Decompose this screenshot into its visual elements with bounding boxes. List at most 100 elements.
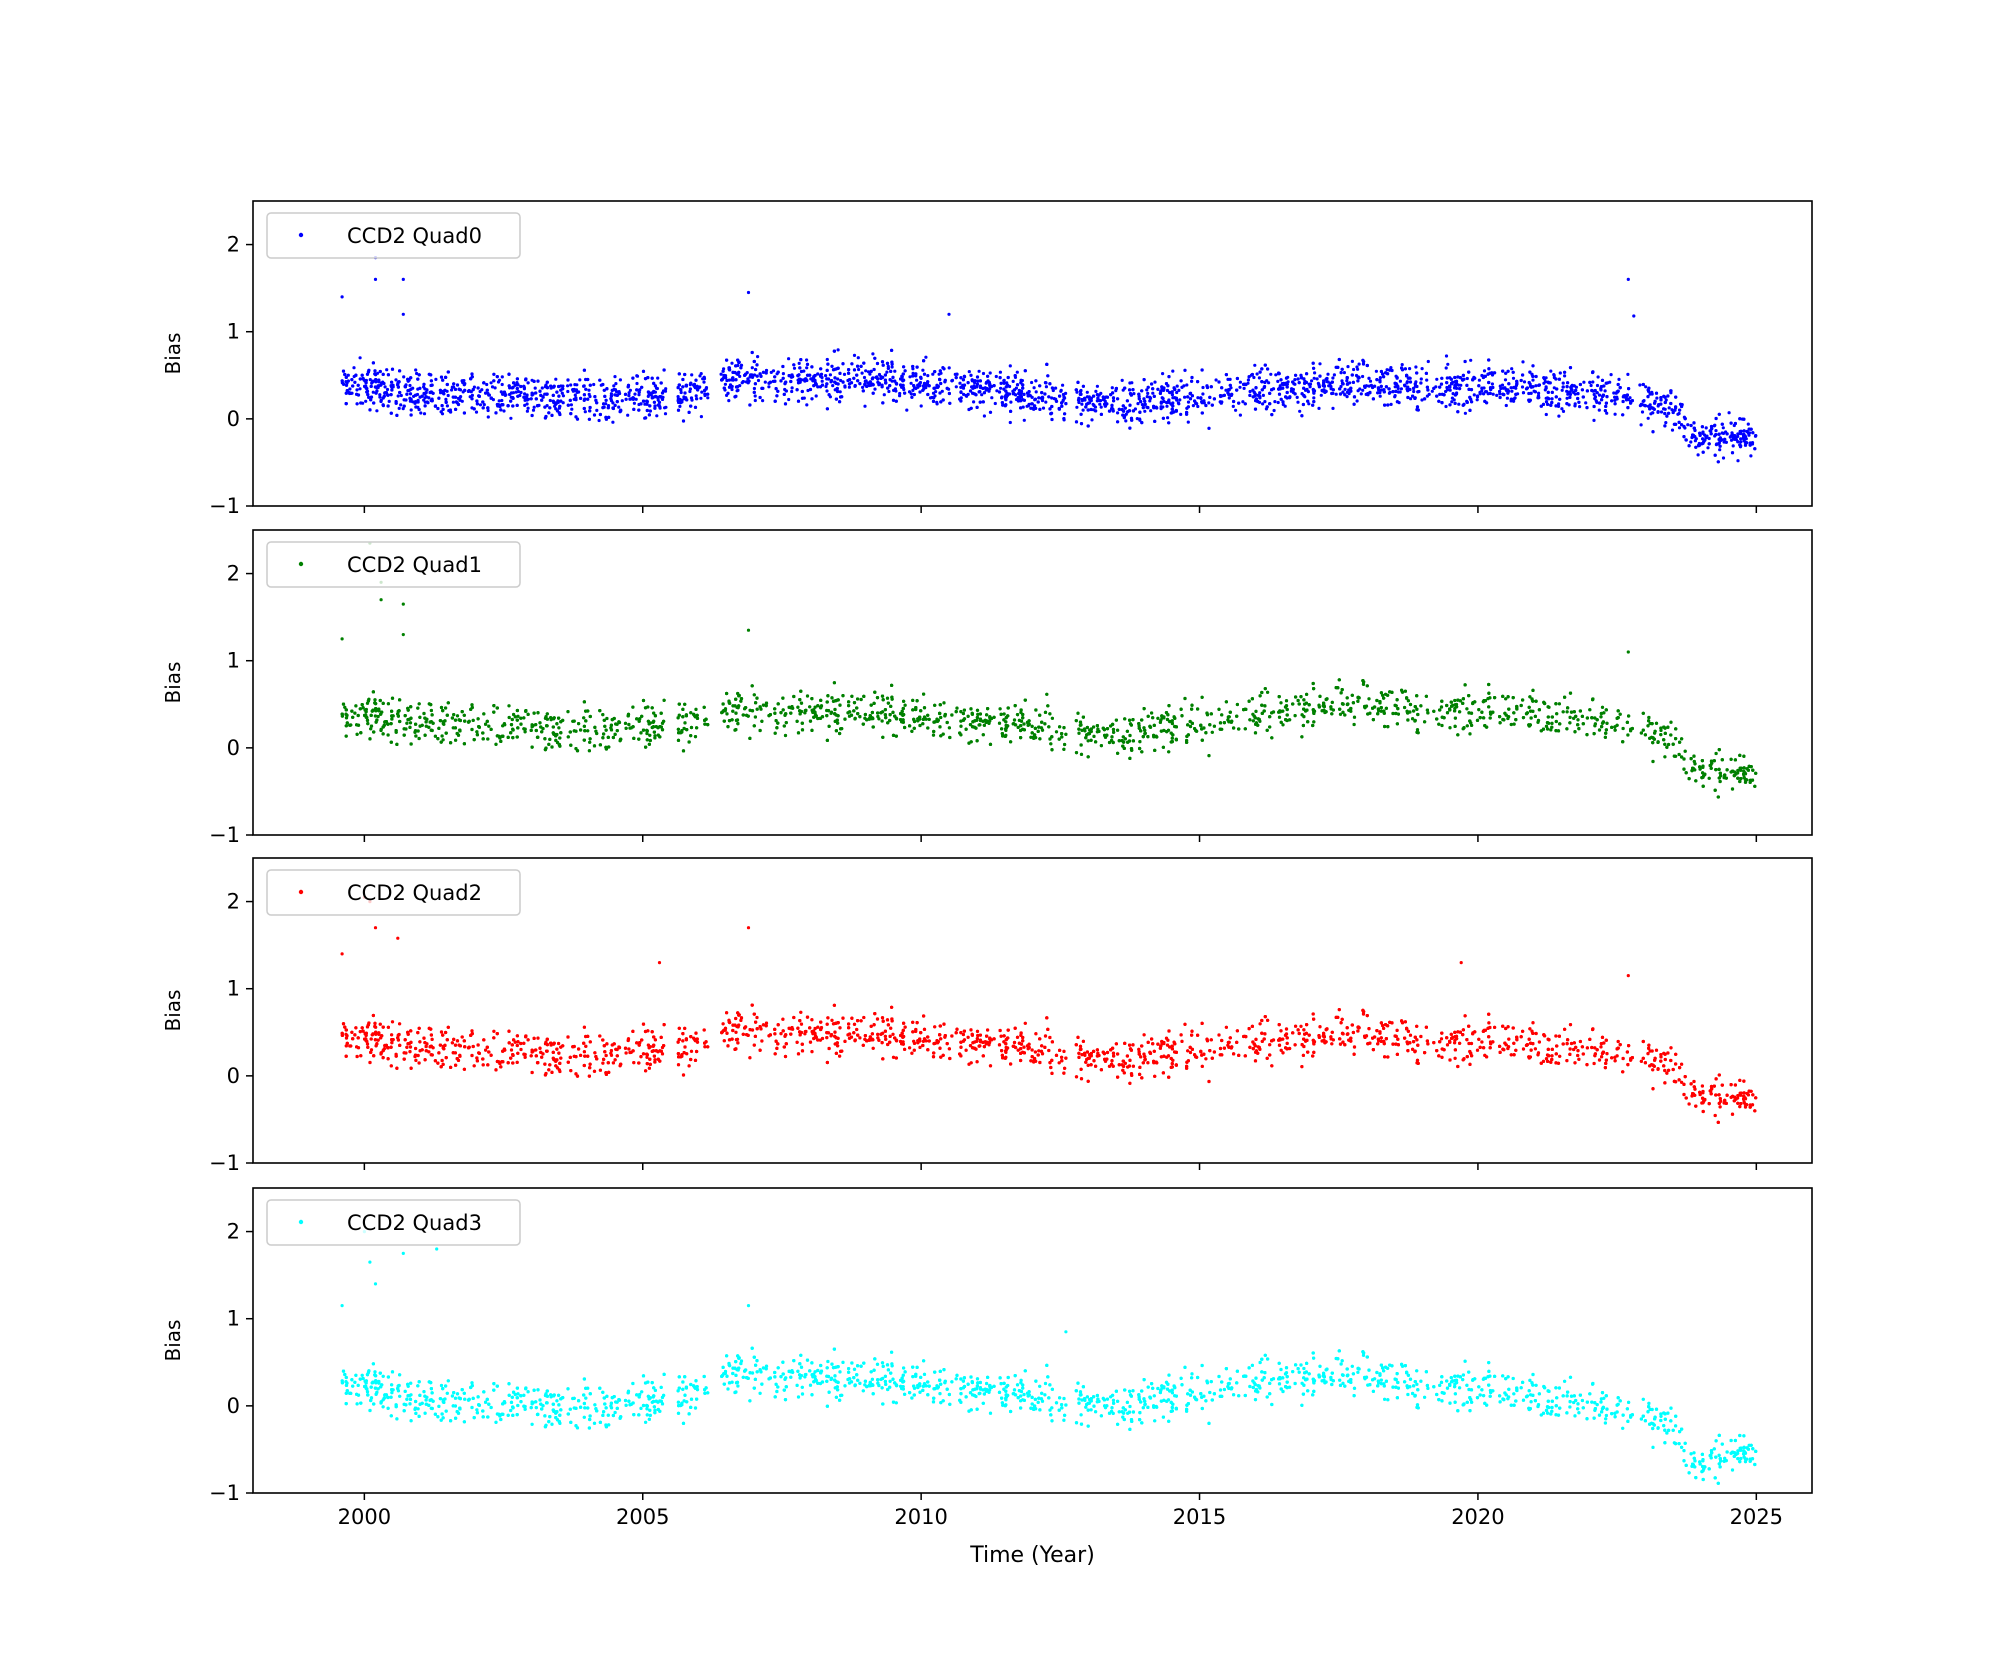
data-point <box>1593 389 1597 393</box>
data-point <box>1578 405 1582 409</box>
data-point <box>1092 394 1096 398</box>
data-point <box>560 391 564 395</box>
data-point <box>870 377 875 381</box>
data-point <box>719 372 723 376</box>
data-point <box>752 359 756 364</box>
data-point <box>1365 363 1369 368</box>
data-point <box>893 369 897 373</box>
data-point <box>1004 393 1008 397</box>
data-point <box>1689 440 1693 444</box>
data-point <box>1161 416 1165 420</box>
data-point <box>860 371 864 375</box>
data-point <box>1448 403 1452 407</box>
data-point <box>1254 386 1258 390</box>
data-point <box>1156 387 1160 391</box>
data-point <box>1364 384 1369 388</box>
data-point <box>681 377 685 382</box>
data-point <box>1116 397 1120 401</box>
data-point <box>1468 395 1472 399</box>
data-point <box>828 373 833 377</box>
data-point <box>1547 381 1551 385</box>
data-point <box>759 374 763 378</box>
data-point <box>755 374 759 378</box>
data-point <box>1405 381 1409 385</box>
data-point <box>1446 362 1450 366</box>
data-point <box>1227 388 1231 392</box>
data-point <box>1146 406 1150 410</box>
data-point <box>988 371 992 375</box>
data-point <box>694 394 698 398</box>
data-point <box>937 372 941 376</box>
data-point <box>1117 407 1121 411</box>
data-point <box>973 379 977 383</box>
data-point <box>990 396 994 400</box>
data-point <box>394 378 398 382</box>
data-point <box>1279 397 1283 401</box>
data-point <box>886 386 890 390</box>
data-point <box>1677 426 1682 430</box>
data-point <box>838 390 842 394</box>
data-point <box>1435 377 1439 381</box>
data-point <box>1099 405 1103 409</box>
data-point <box>748 375 752 379</box>
data-point <box>450 385 454 389</box>
data-point <box>699 415 704 419</box>
data-point <box>1291 380 1295 384</box>
data-point <box>1742 429 1746 433</box>
data-point <box>582 368 587 372</box>
data-point <box>534 397 538 401</box>
data-point <box>436 406 440 411</box>
data-point <box>1511 370 1515 374</box>
data-point <box>451 395 455 399</box>
data-point <box>753 382 758 386</box>
data-point <box>1656 410 1660 414</box>
data-point <box>1270 413 1274 417</box>
data-point <box>1306 399 1310 403</box>
data-point <box>1305 372 1309 376</box>
data-point <box>1029 406 1033 410</box>
data-point <box>429 379 433 383</box>
data-point <box>1378 376 1382 380</box>
data-point <box>1361 374 1365 379</box>
data-point <box>586 397 590 401</box>
data-point <box>1161 397 1165 401</box>
data-point <box>1180 385 1184 389</box>
data-point <box>1095 393 1099 397</box>
data-point <box>692 383 696 387</box>
data-point <box>1597 408 1601 412</box>
data-point <box>694 378 698 382</box>
data-point <box>1463 411 1467 415</box>
data-point <box>378 393 382 397</box>
data-point <box>1368 379 1373 383</box>
data-point <box>1054 386 1058 390</box>
data-point <box>1016 395 1020 400</box>
data-point <box>1749 454 1753 458</box>
data-point <box>639 402 643 406</box>
data-point <box>389 411 393 415</box>
data-point <box>1272 408 1276 413</box>
data-point <box>1426 359 1430 364</box>
data-point <box>1009 409 1013 413</box>
data-point <box>824 374 828 378</box>
data-point <box>380 381 384 385</box>
data-point <box>424 395 428 399</box>
data-point <box>1424 371 1428 375</box>
data-point <box>1503 386 1507 390</box>
data-point <box>905 408 909 412</box>
data-point <box>1569 384 1574 389</box>
data-point <box>1738 417 1742 421</box>
data-point <box>582 406 586 411</box>
data-point <box>1613 402 1617 406</box>
data-point <box>787 397 791 402</box>
data-point <box>750 350 754 355</box>
data-point <box>1412 389 1416 394</box>
data-point <box>1582 380 1586 384</box>
data-point <box>1196 404 1200 409</box>
data-point <box>1600 378 1605 382</box>
data-point <box>1386 403 1390 407</box>
data-point <box>927 384 931 388</box>
data-point <box>1046 374 1050 378</box>
data-point <box>1357 362 1361 366</box>
data-point <box>827 393 831 397</box>
data-point <box>1243 382 1247 386</box>
